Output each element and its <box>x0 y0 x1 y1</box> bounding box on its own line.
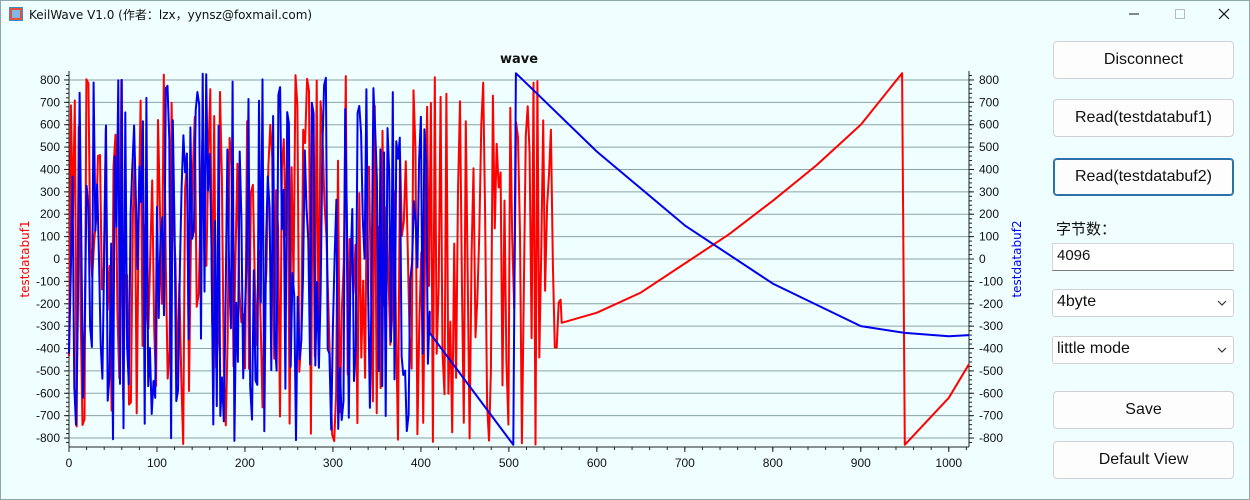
x-tick-label: 400 <box>411 456 431 470</box>
y-left-tick-label: 700 <box>40 95 60 109</box>
y-right-tick-label: 600 <box>979 118 999 132</box>
y-left-tick-label: -500 <box>36 364 60 378</box>
y-right-tick-label: -700 <box>979 409 1003 423</box>
y-left-tick-label: 500 <box>40 140 60 154</box>
y-left-tick-label: 0 <box>53 252 60 266</box>
minimize-icon <box>1129 13 1139 15</box>
close-icon <box>1218 8 1230 20</box>
x-tick-label: 100 <box>147 456 167 470</box>
title-bar: KeilWave V1.0 (作者：lzx，yynsz@foxmail.com) <box>1 1 1249 27</box>
y-right-label: testdatabuf2 <box>1010 220 1024 297</box>
y-left-tick-label: -700 <box>36 409 60 423</box>
y-right-tick-label: -500 <box>979 364 1003 378</box>
series-line-testdatabuf2 <box>68 72 970 446</box>
disconnect-button[interactable]: Disconnect <box>1053 41 1234 79</box>
y-left-label: testdatabuf1 <box>18 220 32 297</box>
y-left-tick-label: 800 <box>40 73 60 87</box>
minimize-button[interactable] <box>1111 1 1157 27</box>
x-tick-label: 200 <box>235 456 255 470</box>
read-testdatabuf2-button[interactable]: Read(testdatabuf2) <box>1053 158 1234 196</box>
y-right-tick-label: 100 <box>979 230 999 244</box>
y-left-tick-label: 200 <box>40 207 60 221</box>
x-tick-label: 700 <box>675 456 695 470</box>
y-left-tick-label: -400 <box>36 342 60 356</box>
save-button[interactable]: Save <box>1053 391 1234 429</box>
y-left-tick-label: -200 <box>36 297 60 311</box>
chevron-down-icon <box>1217 347 1227 353</box>
maximize-button[interactable] <box>1157 1 1203 27</box>
x-tick-label: 500 <box>499 456 519 470</box>
y-right-tick-label: -800 <box>979 431 1003 445</box>
y-right-tick-label: -400 <box>979 342 1003 356</box>
y-right-tick-label: 700 <box>979 95 999 109</box>
size-select[interactable]: 4byte <box>1052 289 1234 317</box>
y-right-tick-label: 400 <box>979 162 999 176</box>
close-button[interactable] <box>1201 1 1247 27</box>
y-right-tick-label: 0 <box>979 252 986 266</box>
y-left-tick-label: 400 <box>40 162 60 176</box>
y-right-tick-label: 800 <box>979 73 999 87</box>
y-right-tick-label: 300 <box>979 185 999 199</box>
y-right-tick-label: -300 <box>979 319 1003 333</box>
y-left-tick-label: 100 <box>40 230 60 244</box>
chart-title: wave <box>500 52 538 67</box>
y-left-tick-label: 300 <box>40 185 60 199</box>
chevron-down-icon <box>1217 300 1227 306</box>
y-left-tick-label: -600 <box>36 386 60 400</box>
y-right-tick-label: -600 <box>979 386 1003 400</box>
x-tick-label: 0 <box>66 456 73 470</box>
x-tick-label: 900 <box>851 456 871 470</box>
endian-select-value: little mode <box>1057 340 1130 357</box>
byte-count-label: 字节数： <box>1056 220 1117 238</box>
endian-select[interactable]: little mode <box>1052 336 1234 364</box>
y-left-tick-label: -800 <box>36 431 60 445</box>
y-right-tick-label: -100 <box>979 274 1003 288</box>
y-left-tick-label: -100 <box>36 274 60 288</box>
x-tick-label: 1000 <box>935 456 962 470</box>
y-left-tick-label: -300 <box>36 319 60 333</box>
x-tick-label: 800 <box>763 456 783 470</box>
size-select-value: 4byte <box>1057 293 1097 310</box>
x-tick-label: 300 <box>323 456 343 470</box>
maximize-icon <box>1175 9 1185 19</box>
y-right-tick-label: -200 <box>979 297 1003 311</box>
y-right-tick-label: 200 <box>979 207 999 221</box>
y-left-tick-label: 600 <box>40 118 60 132</box>
wave-chart[interactable]: 800 800 700 700 600 600 500 500 400 400 300 300 200 2… <box>1 45 1041 490</box>
y-right-tick-label: 500 <box>979 140 999 154</box>
byte-count-input[interactable]: 4096 <box>1052 243 1234 271</box>
read-testdatabuf1-button[interactable]: Read(testdatabuf1) <box>1053 99 1234 137</box>
window-title: KeilWave V1.0 (作者：lzx，yynsz@foxmail.com) <box>29 8 313 22</box>
app-icon <box>9 7 23 21</box>
x-tick-label: 600 <box>587 456 607 470</box>
default-view-button[interactable]: Default View <box>1053 441 1234 479</box>
